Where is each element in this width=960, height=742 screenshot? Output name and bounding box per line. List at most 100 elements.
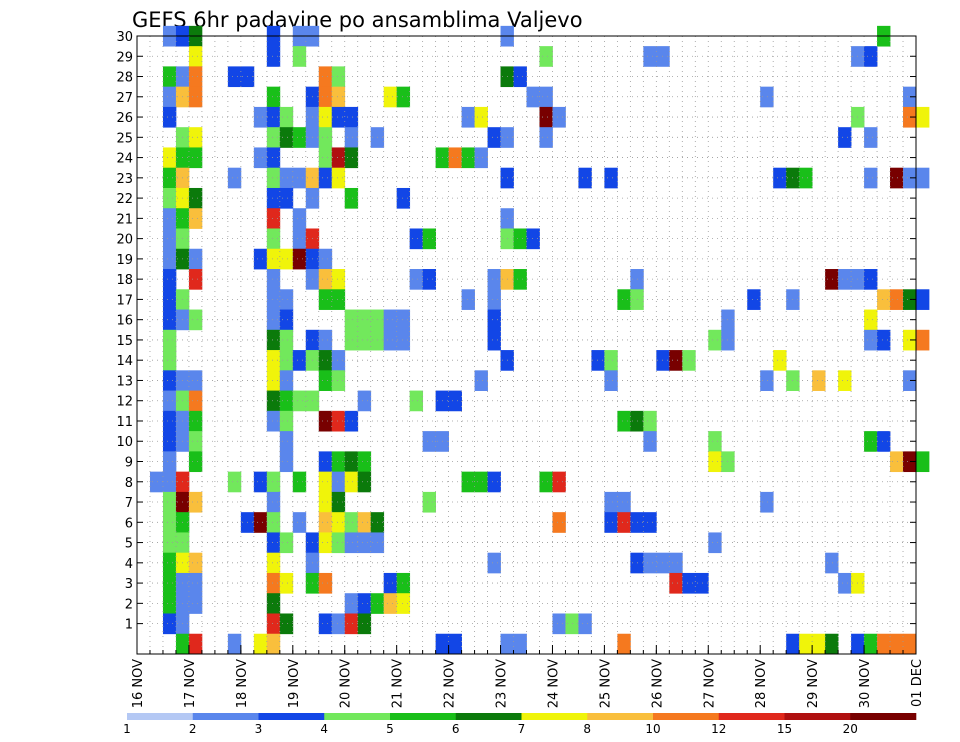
heatmap-cell <box>487 471 501 493</box>
heatmap-cell <box>279 572 294 594</box>
heatmap-cell <box>617 512 631 533</box>
grid-lines <box>137 35 916 654</box>
heatmap-cell <box>266 269 281 290</box>
heatmap-cell <box>188 593 203 614</box>
heatmap-cell <box>162 451 177 473</box>
heatmap-cell <box>266 228 281 250</box>
colorbar-tick-label: 4 <box>320 722 328 736</box>
heatmap-cell <box>344 329 359 351</box>
heatmap-cell <box>279 410 294 432</box>
heatmap-cell <box>266 512 281 533</box>
heatmap-cell <box>383 86 398 108</box>
heatmap-cell <box>162 147 177 169</box>
heatmap-cell <box>162 66 177 88</box>
heatmap-cell <box>643 431 657 452</box>
heatmap-cell <box>461 471 475 493</box>
y-tick-label: 29 <box>116 50 133 65</box>
heatmap-cell <box>266 593 281 614</box>
heatmap-cell <box>422 491 437 513</box>
x-tick-label: 19 NOV <box>287 659 302 708</box>
y-tick-label: 21 <box>116 212 133 227</box>
heatmap-cell <box>877 289 891 310</box>
x-tick-label: 30 NOV <box>858 659 873 708</box>
heatmap-cell <box>162 572 177 594</box>
heatmap-cell <box>266 390 281 412</box>
heatmap-cell <box>669 552 683 574</box>
y-tick-label: 22 <box>116 192 133 207</box>
heatmap-cell <box>903 167 917 189</box>
colorbar-swatch <box>390 713 457 720</box>
heatmap-cell <box>643 552 657 574</box>
heatmap-cell <box>864 633 878 655</box>
x-axis: 16 NOV 17 NOV 18 NOV 19 NOV 20 NOV 21 NOV 22 N… <box>131 645 925 708</box>
heatmap-cell <box>292 46 307 67</box>
heatmap-cell <box>422 269 437 290</box>
colorbar-swatch <box>521 713 588 720</box>
heatmap-cell <box>292 512 307 533</box>
heatmap-cell <box>357 532 372 554</box>
heatmap-cell <box>396 86 411 108</box>
heatmap-cell <box>812 370 826 391</box>
y-tick-label: 6 <box>125 516 133 531</box>
x-tick-label: 28 NOV <box>754 659 769 708</box>
colorbar-tick-label: 1 <box>123 722 131 736</box>
heatmap-cell <box>344 127 359 148</box>
heatmap-cell <box>383 309 398 331</box>
heatmap-cell <box>890 167 904 189</box>
heatmap-cell <box>318 248 333 270</box>
heatmap-cell <box>344 309 359 331</box>
heatmap-cell <box>708 451 722 473</box>
heatmap-cell <box>357 471 372 493</box>
colorbar-swatch <box>653 713 720 720</box>
heatmap-cell <box>331 167 346 189</box>
heatmap-cell <box>266 309 281 331</box>
heatmap-cell <box>266 208 281 229</box>
heatmap-cell <box>188 410 203 432</box>
heatmap-cell <box>162 370 177 391</box>
heatmap-cell <box>552 613 566 635</box>
heatmap-cell <box>253 248 268 270</box>
heatmap-cell <box>487 289 501 310</box>
heatmap-cell <box>357 593 372 614</box>
heatmap-cell <box>916 329 930 351</box>
heatmap-cell <box>474 147 488 169</box>
heatmap-cell <box>266 471 281 493</box>
heatmap-cell <box>279 532 294 554</box>
x-tick-label: 21 NOV <box>391 659 406 708</box>
heatmap-cell <box>578 613 592 635</box>
heatmap-cell <box>331 512 346 533</box>
heatmap-cell <box>162 289 177 310</box>
colorbar-tick-label: 12 <box>711 722 726 736</box>
heatmap-cell <box>318 451 333 473</box>
x-tick-label: 27 NOV <box>702 659 717 708</box>
heatmap-cell <box>253 106 268 128</box>
heatmap-cell <box>266 167 281 189</box>
heatmap-cell <box>435 633 449 655</box>
heatmap-cell <box>422 431 437 452</box>
heatmap-cell <box>448 390 462 412</box>
heatmap-cell <box>474 471 488 493</box>
heatmap-cell <box>617 289 631 310</box>
heatmap-cell <box>188 147 203 169</box>
colorbar-tick-label: 6 <box>452 722 460 736</box>
heatmap-cell <box>266 248 281 270</box>
heatmap-cell <box>877 329 891 351</box>
heatmap-cell <box>188 86 203 108</box>
heatmap-cell <box>656 552 670 574</box>
heatmap-cell <box>292 248 307 270</box>
heatmap-cell <box>799 633 813 655</box>
heatmap-cell <box>825 633 839 655</box>
x-tick-label: 25 NOV <box>598 659 613 708</box>
heatmap-cell <box>331 86 346 108</box>
y-tick-label: 3 <box>125 577 133 592</box>
heatmap-cell <box>422 228 437 250</box>
heatmap-cell <box>331 471 346 493</box>
heatmap-cell <box>344 147 359 169</box>
heatmap-cell <box>279 329 294 351</box>
y-tick-label: 2 <box>125 597 133 612</box>
heatmap-cell <box>188 431 203 452</box>
heatmap-cell <box>266 572 281 594</box>
heatmap-cell <box>916 289 930 310</box>
heatmap-cell <box>331 350 346 371</box>
y-tick-label: 5 <box>125 537 133 552</box>
